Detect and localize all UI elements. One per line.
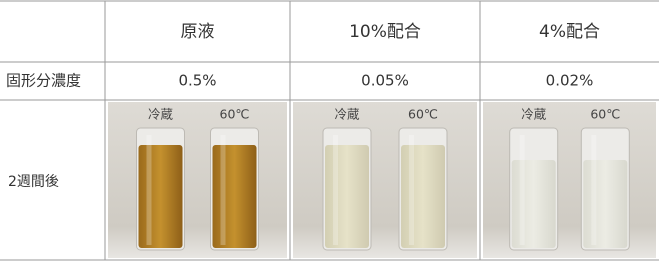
row-label: 固形分濃度: [6, 72, 81, 90]
column-header: 原液: [181, 22, 215, 42]
liquid: [401, 145, 445, 248]
column-header: 10%配合: [349, 22, 421, 42]
highlight: [520, 135, 525, 245]
comparison-table: 冷蔵 60℃ 冷蔵 60℃ 冷蔵 60℃ 固形分濃度 2週間後 原液 0.5% 10%配合 0.…: [0, 0, 659, 261]
page: 冷蔵 60℃ 冷蔵 60℃ 冷蔵 60℃ 固形分濃度 2週間後 原液 0.5% 10%配合 0.…: [0, 0, 659, 261]
liquid: [139, 145, 183, 248]
cell: 0.02%: [546, 72, 594, 90]
photo-label: 冷蔵: [521, 107, 547, 122]
highlight: [409, 135, 414, 245]
photo-label: 冷蔵: [148, 107, 174, 122]
liquid: [583, 160, 627, 248]
photo: [108, 102, 287, 258]
photo-label: 60℃: [408, 107, 438, 122]
liquid: [512, 160, 556, 248]
photo: [483, 102, 656, 258]
photo-label: 60℃: [220, 107, 250, 122]
liquid: [325, 145, 369, 248]
photo: [293, 102, 477, 258]
row-label: 2週間後: [8, 174, 59, 190]
highlight: [147, 135, 152, 245]
photo-label: 60℃: [590, 107, 620, 122]
photo-label: 冷蔵: [334, 107, 360, 122]
photos: 冷蔵 60℃ 冷蔵 60℃ 冷蔵 60℃: [108, 102, 656, 258]
column-header: 4%配合: [539, 22, 600, 42]
highlight: [591, 135, 596, 245]
highlight: [221, 135, 226, 245]
liquid: [213, 145, 257, 248]
cell: 0.05%: [361, 72, 409, 90]
cell: 0.5%: [178, 72, 216, 90]
highlight: [333, 135, 338, 245]
